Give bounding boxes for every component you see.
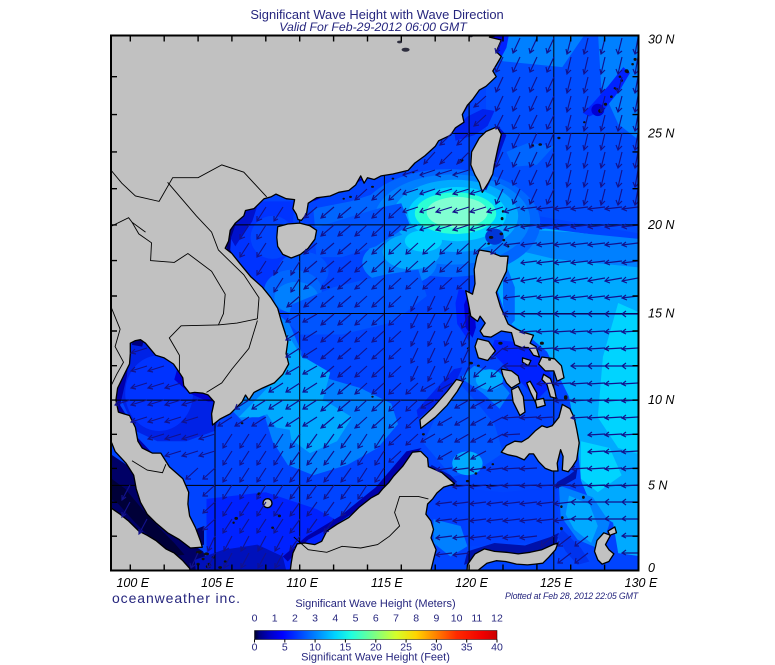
svg-text:10 N: 10 N [648,393,675,407]
svg-text:30 N: 30 N [648,33,675,47]
svg-text:40: 40 [491,642,503,654]
svg-text:2: 2 [292,613,298,625]
svg-text:Significant Wave Height with W: Significant Wave Height with Wave Direct… [250,7,503,22]
svg-text:5: 5 [353,613,359,625]
svg-text:1: 1 [272,613,278,625]
svg-text:0: 0 [648,561,655,575]
svg-text:0: 0 [252,642,258,654]
svg-text:11: 11 [471,613,482,625]
svg-text:125 E: 125 E [540,576,573,590]
svg-text:20 N: 20 N [647,218,675,232]
svg-text:7: 7 [393,613,399,625]
svg-text:10: 10 [309,642,321,654]
svg-text:30: 30 [431,642,443,654]
svg-text:100 E: 100 E [116,576,149,590]
svg-text:25 N: 25 N [647,126,675,140]
svg-text:8: 8 [413,613,419,625]
svg-text:35: 35 [461,642,473,654]
svg-text:3: 3 [312,613,318,625]
svg-text:105 E: 105 E [201,576,234,590]
svg-text:9: 9 [433,613,439,625]
svg-text:15: 15 [340,642,352,654]
svg-text:20: 20 [370,642,382,654]
svg-text:Significant Wave Height (Feet): Significant Wave Height (Feet) [301,652,450,664]
svg-text:5 N: 5 N [648,478,668,492]
svg-text:5: 5 [282,642,288,654]
svg-text:Valid For Feb-29-2012 06:00 GM: Valid For Feb-29-2012 06:00 GMT [279,20,468,34]
svg-text:120 E: 120 E [455,576,488,590]
svg-text:12: 12 [491,613,503,625]
svg-text:oceanweather inc.: oceanweather inc. [112,590,241,606]
svg-text:110 E: 110 E [286,576,318,590]
svg-text:25: 25 [400,642,412,654]
svg-text:130 E: 130 E [625,576,658,590]
svg-text:Significant Wave Height (Meter: Significant Wave Height (Meters) [295,598,455,610]
svg-text:15 N: 15 N [648,307,675,321]
svg-text:4: 4 [332,613,338,625]
svg-text:Plotted at Feb 28, 2012 22:05: Plotted at Feb 28, 2012 22:05 GMT [505,591,639,601]
svg-text:6: 6 [373,613,379,625]
svg-text:10: 10 [451,613,463,625]
svg-text:0: 0 [252,613,258,625]
svg-text:115 E: 115 E [371,576,403,590]
